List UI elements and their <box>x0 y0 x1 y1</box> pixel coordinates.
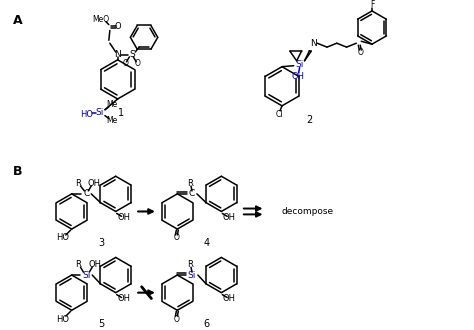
Text: O: O <box>134 59 140 68</box>
Text: Si: Si <box>96 108 104 117</box>
Text: S: S <box>129 50 135 59</box>
Text: HO: HO <box>80 110 93 119</box>
Text: Si: Si <box>82 271 91 280</box>
Text: 4: 4 <box>204 238 210 248</box>
Text: C: C <box>83 189 90 198</box>
Text: OH: OH <box>291 72 304 81</box>
Text: F: F <box>370 0 374 9</box>
Text: O: O <box>114 22 121 31</box>
Text: OH: OH <box>223 213 236 222</box>
Text: 1: 1 <box>118 108 124 118</box>
Text: Cl: Cl <box>275 110 283 119</box>
Text: R: R <box>187 179 193 187</box>
Text: 5: 5 <box>98 319 104 329</box>
Text: A: A <box>13 14 23 27</box>
Text: Me: Me <box>106 116 118 125</box>
Text: 2: 2 <box>306 115 312 125</box>
Text: O: O <box>123 59 128 68</box>
Text: O: O <box>173 233 179 242</box>
Text: R: R <box>187 260 193 269</box>
Text: HO: HO <box>56 314 69 324</box>
Text: C: C <box>189 189 195 198</box>
Text: Me: Me <box>106 100 118 109</box>
Text: OH: OH <box>117 294 130 303</box>
Text: R: R <box>75 260 82 269</box>
Text: Si: Si <box>188 271 196 280</box>
Text: O: O <box>357 49 363 57</box>
Text: N: N <box>310 39 317 48</box>
Text: B: B <box>13 165 22 179</box>
Text: Si: Si <box>295 60 304 69</box>
Text: OH: OH <box>89 260 101 269</box>
Text: R: R <box>75 179 82 187</box>
Text: 3: 3 <box>98 238 104 248</box>
Text: OH: OH <box>223 294 236 303</box>
Text: 6: 6 <box>204 319 210 329</box>
Text: MeO: MeO <box>92 15 109 24</box>
Text: HO: HO <box>56 233 69 242</box>
Text: OH: OH <box>117 213 130 222</box>
Text: decompose: decompose <box>281 207 333 216</box>
Text: O: O <box>173 314 179 324</box>
Text: OH: OH <box>88 179 100 187</box>
Text: N: N <box>114 50 121 59</box>
